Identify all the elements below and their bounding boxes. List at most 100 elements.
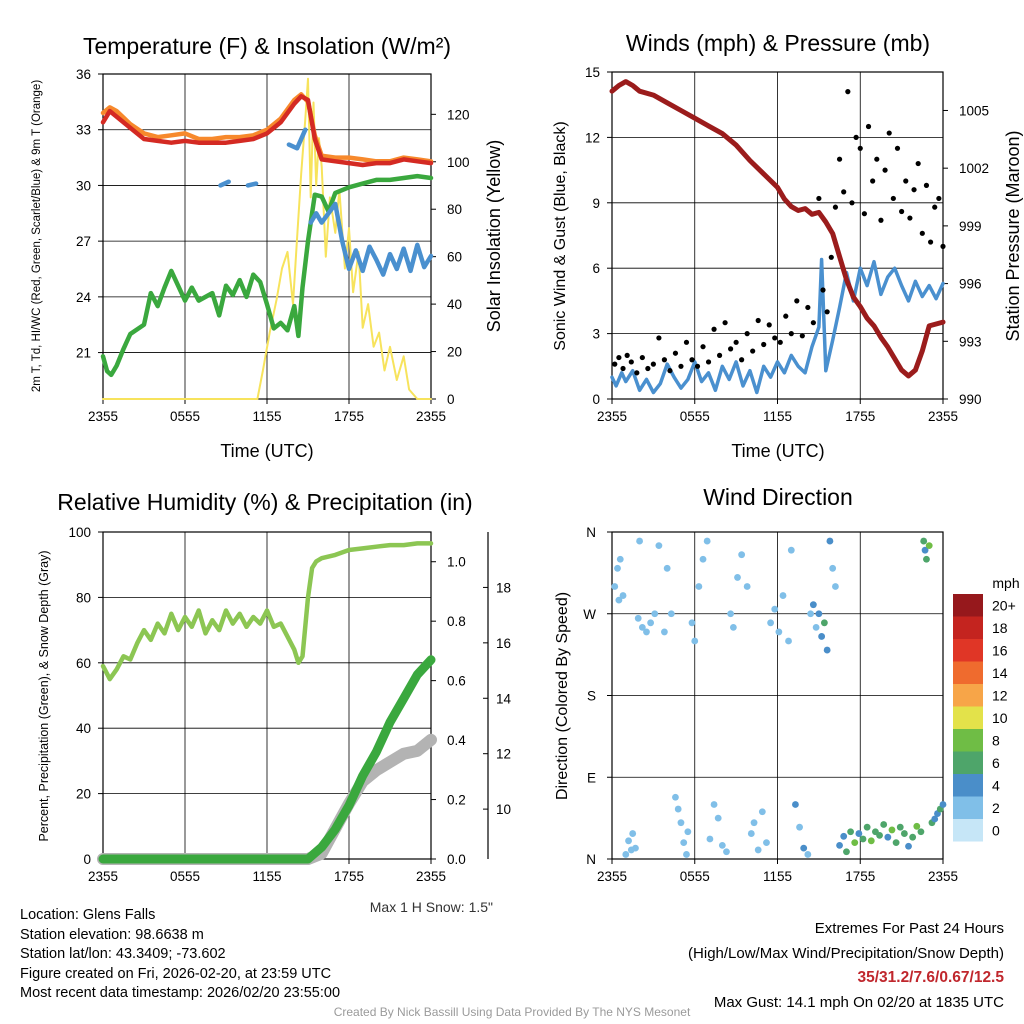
direction-point <box>905 842 912 850</box>
direction-point <box>792 801 799 808</box>
wind-ytick-label: 15 <box>585 65 600 80</box>
gust-point <box>683 339 690 345</box>
direction-point <box>913 822 921 830</box>
wind-ytick-label: 9 <box>592 196 600 211</box>
gust-point <box>612 361 618 367</box>
gust-point <box>882 167 888 173</box>
rh-title: Relative Humidity (%) & Precipitation (i… <box>57 489 472 515</box>
direction-point <box>632 844 639 852</box>
gust-point <box>645 365 651 372</box>
legend-swatch-8 <box>953 729 983 752</box>
legend-swatch-6 <box>953 751 983 774</box>
gust-point <box>777 339 783 345</box>
precip-tick-label: 0.0 <box>447 852 466 867</box>
direction-point <box>815 610 823 618</box>
legend-label: 14 <box>992 665 1008 681</box>
direction-point <box>643 628 650 636</box>
extremes-info: Extremes For Past 24 Hours (High/Low/Max… <box>688 917 1004 1015</box>
gust-point <box>620 365 626 372</box>
series-9m-t <box>100 92 434 164</box>
gust-point <box>766 322 772 328</box>
gust-point <box>650 361 656 367</box>
rh-ytick-label: 80 <box>76 590 91 605</box>
gust-point <box>616 354 622 361</box>
direction-point <box>727 610 735 618</box>
station-info: Location: Glens Falls Station elevation:… <box>20 906 340 1004</box>
direction-point <box>619 592 627 599</box>
direction-point <box>809 601 817 609</box>
rh-xtick-label: 2355 <box>88 869 118 884</box>
direction-point <box>622 851 630 858</box>
temp-ytick-label: 24 <box>76 290 92 305</box>
gust-point <box>656 335 662 341</box>
gust-point <box>824 309 830 315</box>
rh-ylabel: Percent, Precipitation (Green), & Snow D… <box>37 550 51 841</box>
direction-point <box>754 846 762 854</box>
direction-point <box>920 537 928 545</box>
legend-label: 16 <box>992 642 1008 658</box>
gust-point <box>890 195 896 202</box>
direction-point <box>843 848 850 856</box>
direction-point <box>634 614 642 622</box>
temp-xtick-label: 1155 <box>252 409 281 424</box>
wind-xtick-label: 2355 <box>928 409 958 424</box>
dir-ytick-label: N <box>586 525 596 540</box>
temp-title: Temperature (F) & Insolation (W/m²) <box>83 33 451 59</box>
precip-tick-label: 0.4 <box>447 733 466 748</box>
gust-point <box>845 89 851 95</box>
gust-point <box>903 178 909 184</box>
direction-point <box>663 564 671 572</box>
legend-swatch-18 <box>953 616 983 639</box>
direction-point <box>859 835 867 843</box>
direction-point <box>775 628 783 636</box>
direction-point <box>840 832 848 840</box>
gust-point <box>857 145 863 151</box>
temp-xlabel: Time (UTC) <box>220 441 313 461</box>
gust-point <box>672 350 679 356</box>
temp-xtick-label: 1755 <box>334 409 364 424</box>
direction-point <box>900 830 908 837</box>
gust-point <box>894 145 901 151</box>
temp-ytick-right-label: 120 <box>447 107 470 122</box>
series-hi-wc <box>308 201 434 277</box>
legend-label: 12 <box>992 687 1008 703</box>
direction-point <box>743 583 751 590</box>
direction-point <box>925 542 933 550</box>
direction-point <box>804 851 812 858</box>
rh-xtick-label: 1155 <box>252 869 281 884</box>
station-elevation: Station elevation: 98.6638 m <box>20 926 204 943</box>
temp-ytick-right-label: 0 <box>447 392 455 407</box>
direction-point <box>851 839 859 847</box>
direction-point <box>931 815 939 823</box>
legend-swatch-4 <box>953 774 983 797</box>
direction-point <box>677 819 685 827</box>
direction-point <box>750 819 758 827</box>
direction-point <box>703 537 711 545</box>
series-relative-humidity <box>100 541 434 682</box>
gust-point <box>828 254 834 260</box>
figure-created: Figure created on Fri, 2026-02-20, at 23… <box>20 965 332 982</box>
recent-timestamp: Most recent data timestamp: 2026/02/20 2… <box>20 985 341 1002</box>
legend-swatch-10 <box>953 706 983 729</box>
direction-point <box>695 583 703 590</box>
gust-point <box>907 215 913 221</box>
series-td <box>100 173 434 378</box>
gust-point <box>739 357 745 363</box>
extremes-heading: Extremes For Past 24 Hours <box>814 920 1004 937</box>
direction-point <box>767 619 775 627</box>
precip-tick-label: 0.2 <box>447 793 466 808</box>
direction-point <box>820 619 828 627</box>
direction-point <box>680 839 688 847</box>
direction-point <box>876 831 883 839</box>
legend-swatch-14 <box>953 661 983 684</box>
wind-ytick-label: 6 <box>592 261 600 276</box>
gust-point <box>874 156 880 162</box>
wind-xtick-label: 1155 <box>763 409 792 424</box>
gust-point <box>919 230 925 236</box>
direction-point <box>771 605 779 613</box>
direction-point <box>747 830 755 837</box>
gust-point <box>861 211 867 217</box>
direction-point <box>921 546 929 554</box>
direction-point <box>832 583 839 590</box>
direction-point <box>758 808 766 816</box>
